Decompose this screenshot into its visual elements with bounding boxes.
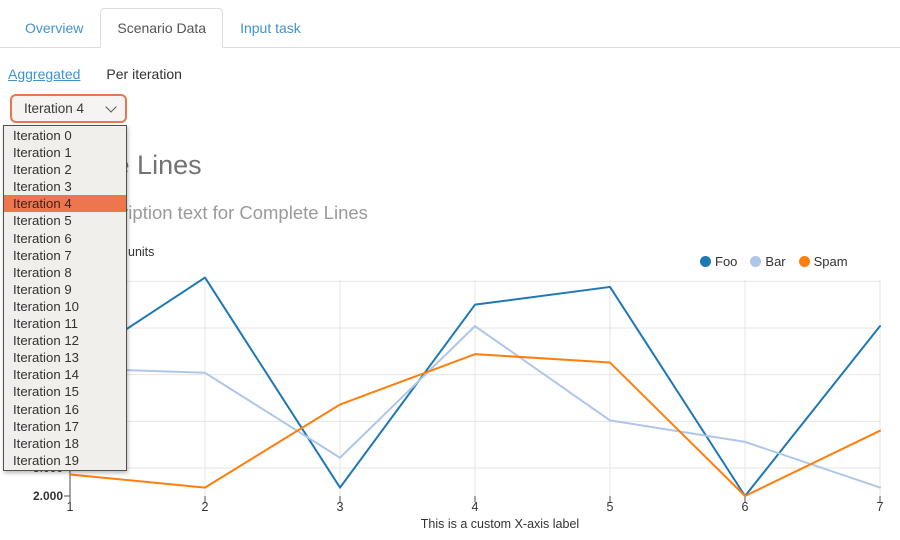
legend-label: Foo [715,254,738,269]
series-line-bar [69,325,881,489]
dropdown-option-1[interactable]: Iteration 1 [13,145,72,161]
view-switcher: Aggregated Per iteration [8,66,182,82]
dropdown-option-3[interactable]: Iteration 3 [13,179,72,195]
legend-item-bar[interactable]: Bar [750,254,786,269]
tab-scenario-data[interactable]: Scenario Data [100,8,224,48]
chevron-down-icon [105,100,117,113]
y-tick-label: 2.000 [33,489,63,503]
legend-dot-foo [700,256,711,267]
iteration-select-value: Iteration 4 [24,101,85,116]
tab-bar: Overview Scenario Data Input task [0,8,900,48]
dropdown-option-9[interactable]: Iteration 9 [13,281,72,297]
legend-label: Bar [765,254,786,269]
tab-input-task[interactable]: Input task [240,20,301,36]
dropdown-option-19[interactable]: Iteration 19 [13,452,79,468]
legend-item-foo[interactable]: Foo [700,254,737,269]
x-tick-label: 5 [607,500,614,514]
legend-label: Spam [813,254,848,269]
iteration-dropdown-list: Iteration 0 Iteration 1 Iteration 2 Iterati… [3,125,127,471]
dropdown-option-0[interactable]: Iteration 0 [13,128,72,143]
per-iteration-label[interactable]: Per iteration [106,66,182,82]
x-tick-label: 2 [202,500,209,514]
dropdown-option-14[interactable]: Iteration 14 [13,367,79,383]
x-tick-label: 4 [472,500,479,514]
legend-dot-spam [798,256,810,267]
dropdown-option-7[interactable]: Iteration 7 [13,247,72,263]
dropdown-option-5[interactable]: Iteration 5 [13,213,72,229]
dropdown-option-10[interactable]: Iteration 10 [13,298,79,314]
x-tick-label: 7 [877,500,884,514]
dropdown-option-13[interactable]: Iteration 13 [13,350,79,366]
legend-dot-bar [750,256,762,267]
dropdown-option-16[interactable]: Iteration 16 [13,401,79,417]
x-tick-label: 1 [67,500,74,514]
dropdown-option-11[interactable]: Iteration 11 [13,316,79,332]
dropdown-option-8[interactable]: Iteration 8 [13,264,72,280]
series-line-spam [69,353,881,497]
dropdown-option-17[interactable]: Iteration 17 [13,418,79,434]
dropdown-option-6[interactable]: Iteration 6 [13,230,72,246]
dropdown-option-4[interactable]: Iteration 4 [4,195,126,213]
dropdown-option-18[interactable]: Iteration 18 [13,435,79,451]
iteration-select[interactable]: Iteration 4 [10,94,127,123]
dropdown-option-12[interactable]: Iteration 12 [13,333,79,349]
y-axis-unit-label: units [128,245,155,259]
dropdown-option-15[interactable]: Iteration 15 [13,384,79,400]
aggregated-link[interactable]: Aggregated [8,66,81,82]
tab-overview[interactable]: Overview [25,20,84,36]
legend-item-spam[interactable]: Spam [798,254,848,269]
chart-legend: Foo Bar Spam [700,254,848,269]
x-tick-label: 3 [337,500,344,514]
chart-description: Description text for Complete Lines [80,202,368,223]
x-tick-label: 6 [742,500,749,514]
dropdown-option-2[interactable]: Iteration 2 [13,162,72,178]
x-axis-label: This is a custom X-axis label [421,517,579,531]
